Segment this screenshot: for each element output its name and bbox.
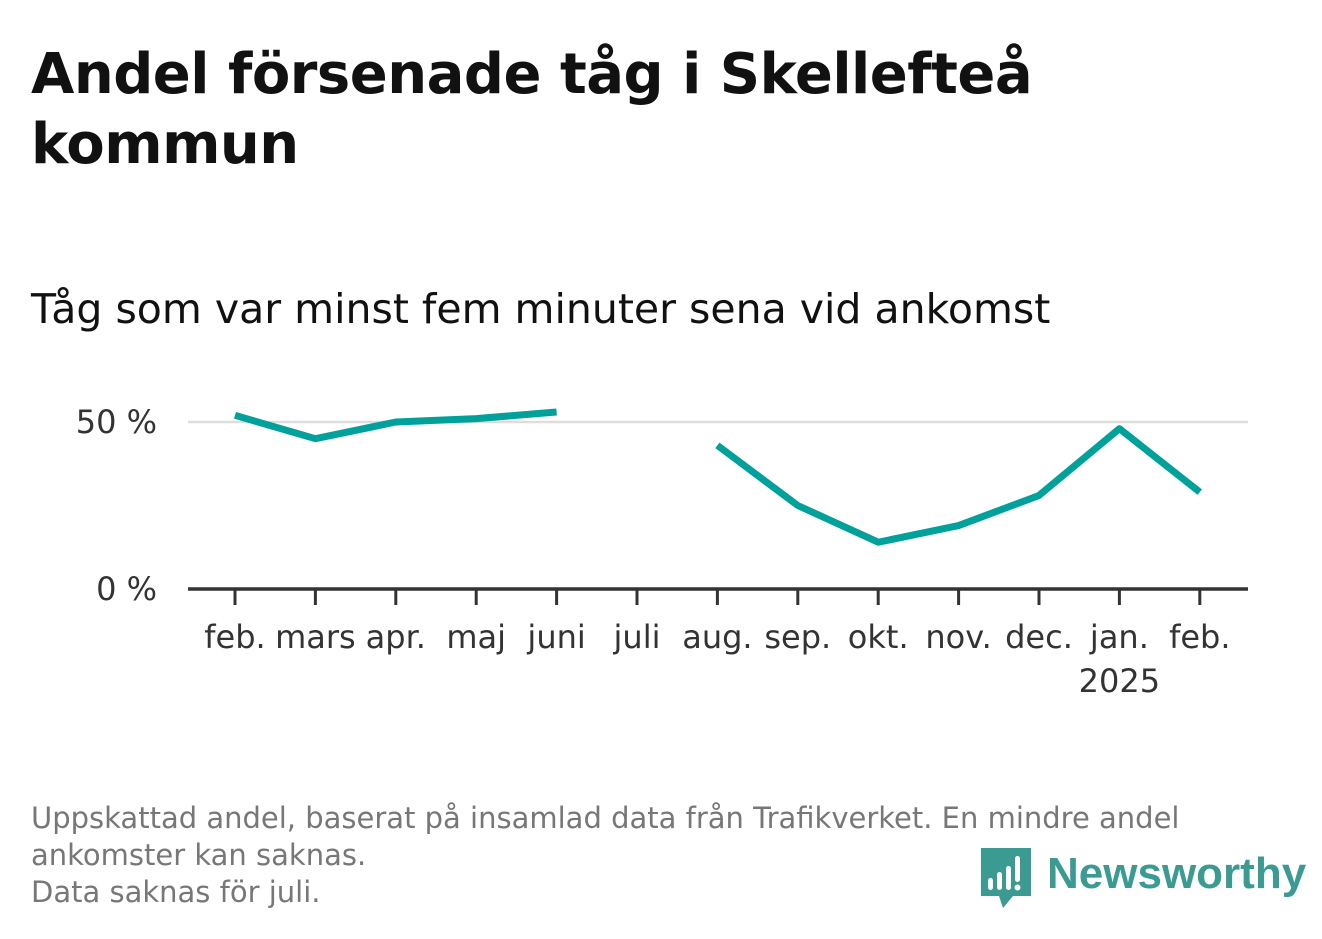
newsworthy-logo-icon [981, 848, 1031, 908]
footnote-line-2: ankomster kan saknas. [31, 838, 367, 872]
footnote: Uppskattad andel, baserat på insamlad da… [31, 800, 1291, 911]
logo-wordmark: Newsworthy [1047, 849, 1307, 898]
footnote-line-3: Data saknas för juli. [31, 875, 321, 909]
x-tick-label: nov. [925, 618, 991, 656]
x-tick-label: aug. [682, 618, 752, 656]
series-line-segment-1 [715, 425, 1202, 546]
x-tick-label: mars [275, 618, 356, 656]
x-tick-label: feb. [204, 618, 265, 656]
series-line-segment-0 [234, 408, 557, 443]
x-tick-label: dec. [1005, 618, 1073, 656]
y-tick-label: 50 % [76, 403, 157, 441]
line-layer [234, 408, 1202, 546]
x-tick-label: feb. [1169, 618, 1230, 656]
x-tick-label: maj [446, 618, 506, 656]
x-tick-label: okt. [848, 618, 909, 656]
x-tick-label: jan. [1089, 618, 1149, 656]
label-layer: 0 % 50 % feb. mars apr. maj juni juli aug. sep. ok… [76, 403, 1231, 700]
axis-layer [188, 587, 1248, 605]
x-tick-label: juni [526, 618, 585, 656]
chart-title: Andel försenade tåg i Skellefteå kommun [31, 42, 1033, 177]
y-tick-label: 0 % [96, 570, 157, 608]
newsworthy-logo: Newsworthy [981, 848, 1306, 912]
x-tick-label: juli [613, 618, 661, 656]
x-tick-label: sep. [764, 618, 831, 656]
x-tick-label: apr. [366, 618, 426, 656]
x-tick-sublabel: 2025 [1079, 662, 1160, 700]
chart-subtitle: Tåg som var minst fem minuter sena vid a… [31, 285, 1051, 333]
footnote-line-1: Uppskattad andel, baserat på insamlad da… [31, 801, 1180, 835]
